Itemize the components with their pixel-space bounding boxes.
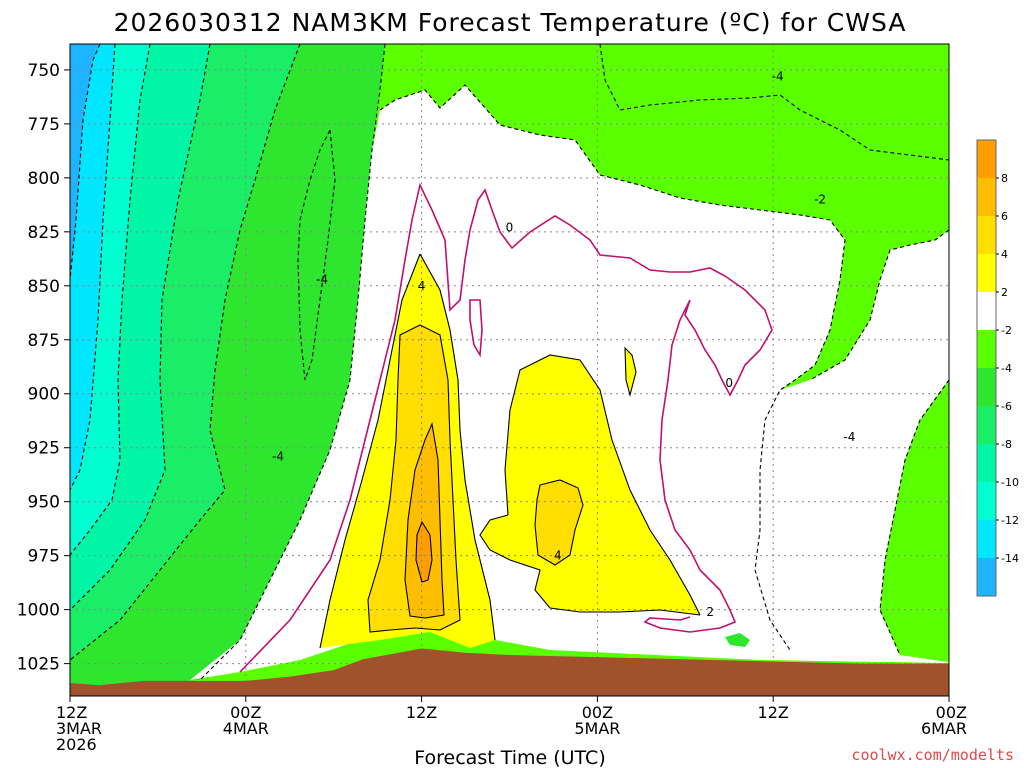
x-tick-label: 00Z <box>582 703 613 722</box>
band-warm-2-center <box>480 355 700 615</box>
plot-frame <box>69 43 950 697</box>
contour-label: 4 <box>554 549 562 563</box>
colorbar-bin <box>977 216 996 254</box>
y-tick-label: 975 <box>28 547 60 567</box>
y-tick-label: 800 <box>28 169 60 189</box>
band-green-blob <box>725 633 750 647</box>
band-warm-8 <box>416 522 432 582</box>
y-tick-label: 1025 <box>17 655 60 675</box>
contour-value-labels: -4 -2 0 -4 4 0 -4 -4 4 2 <box>272 69 855 618</box>
band-cold-6 <box>70 44 300 660</box>
contour-lines <box>70 44 949 681</box>
y-tick-label: 750 <box>28 61 60 81</box>
chart-title: 2026030312 NAM3KM Forecast Temperature (… <box>114 8 907 37</box>
contour-label: -4 <box>272 449 284 463</box>
contour-label: -2 <box>814 192 826 206</box>
colorbar-bin <box>977 140 996 178</box>
colorbar-label: -12 <box>1001 514 1019 527</box>
x-tick-label: 00Z <box>936 703 967 722</box>
colorbar-bin <box>977 482 996 520</box>
contour-label: 4 <box>418 279 426 293</box>
colorbar-bin <box>977 368 996 406</box>
x-tick-label: 3MAR <box>56 719 102 738</box>
colorbar-label: 8 <box>1001 172 1008 185</box>
band-cold-10 <box>70 44 150 555</box>
colorbar-bin <box>977 178 996 216</box>
contour-label: 0 <box>506 221 514 235</box>
colorbar-bin <box>977 292 996 330</box>
y-tick-label: 1000 <box>17 601 60 621</box>
y-tick-label: 825 <box>28 223 60 243</box>
colorbar-bin <box>977 444 996 482</box>
colorbar-bin <box>977 330 996 368</box>
contour-label: -4 <box>843 430 855 444</box>
x-axis-label: Forecast Time (UTC) <box>414 747 605 768</box>
band-cold-4 <box>70 44 385 690</box>
colorbar-label: 2 <box>1001 286 1008 299</box>
y-tick-label: 775 <box>28 115 60 135</box>
colorbar-bin <box>977 558 996 596</box>
y-tick-label: 925 <box>28 439 60 459</box>
x-tick-label: 00Z <box>230 703 261 722</box>
colorbar-label: -14 <box>1001 552 1019 565</box>
y-tick-label: 850 <box>28 277 60 297</box>
band-warm-4-center <box>535 480 583 565</box>
y-tick-label: 875 <box>28 331 60 351</box>
y-tick-label: 900 <box>28 385 60 405</box>
colorbar-label: 4 <box>1001 248 1008 261</box>
colorbar-label: -6 <box>1001 400 1012 413</box>
band-cold-14 <box>70 44 100 280</box>
colorbar-label: 6 <box>1001 210 1008 223</box>
plot-area: -4 -2 0 -4 4 0 -4 -4 4 2 <box>70 44 949 696</box>
band-warm-2-small <box>625 348 636 395</box>
colorbar-bin <box>977 520 996 558</box>
y-axis-tick-labels: 750 775 800 825 850 875 900 925 950 975 1000 1025 <box>17 61 70 675</box>
contour-label: 0 <box>725 376 733 390</box>
credit-text: coolwx.com/modelts <box>851 746 1014 764</box>
colorbar-label: -8 <box>1001 438 1012 451</box>
x-tick-label: 12Z <box>406 703 437 722</box>
band-cold-8 <box>70 44 210 610</box>
contour-label: -4 <box>772 69 784 83</box>
contour-label: -4 <box>316 272 328 286</box>
x-tick-label: 12Z <box>758 703 789 722</box>
colorbar-label: -10 <box>1001 476 1019 489</box>
colorbar-label: -2 <box>1001 324 1012 337</box>
x-tick-label: 5MAR <box>574 719 620 738</box>
band-cold-12 <box>70 44 115 490</box>
colorbar-bin <box>977 254 996 292</box>
contour-label: 2 <box>706 605 714 619</box>
x-tick-label: 4MAR <box>223 719 269 738</box>
y-tick-label: 950 <box>28 493 60 513</box>
colorbar-label: -4 <box>1001 362 1012 375</box>
x-tick-label: 2026 <box>56 735 97 754</box>
terrain-surface <box>70 648 949 696</box>
x-tick-label: 12Z <box>56 703 87 722</box>
colorbar-bin <box>977 406 996 444</box>
colorbar: 8 6 4 2 -2 -4 -6 -8 -10 -12 -14 <box>976 139 1019 597</box>
x-tick-label: 6MAR <box>921 719 967 738</box>
